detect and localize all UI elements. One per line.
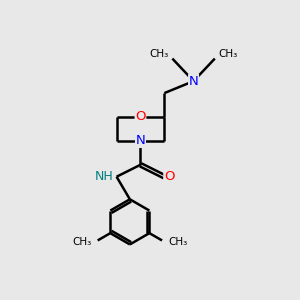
Text: CH₃: CH₃ (149, 49, 168, 59)
Text: NH: NH (94, 170, 113, 183)
Text: N: N (136, 134, 145, 147)
Text: CH₃: CH₃ (219, 49, 238, 59)
Text: CH₃: CH₃ (73, 237, 92, 247)
Text: O: O (164, 170, 174, 183)
Text: CH₃: CH₃ (168, 237, 187, 247)
Text: O: O (135, 110, 146, 124)
Text: N: N (189, 75, 199, 88)
